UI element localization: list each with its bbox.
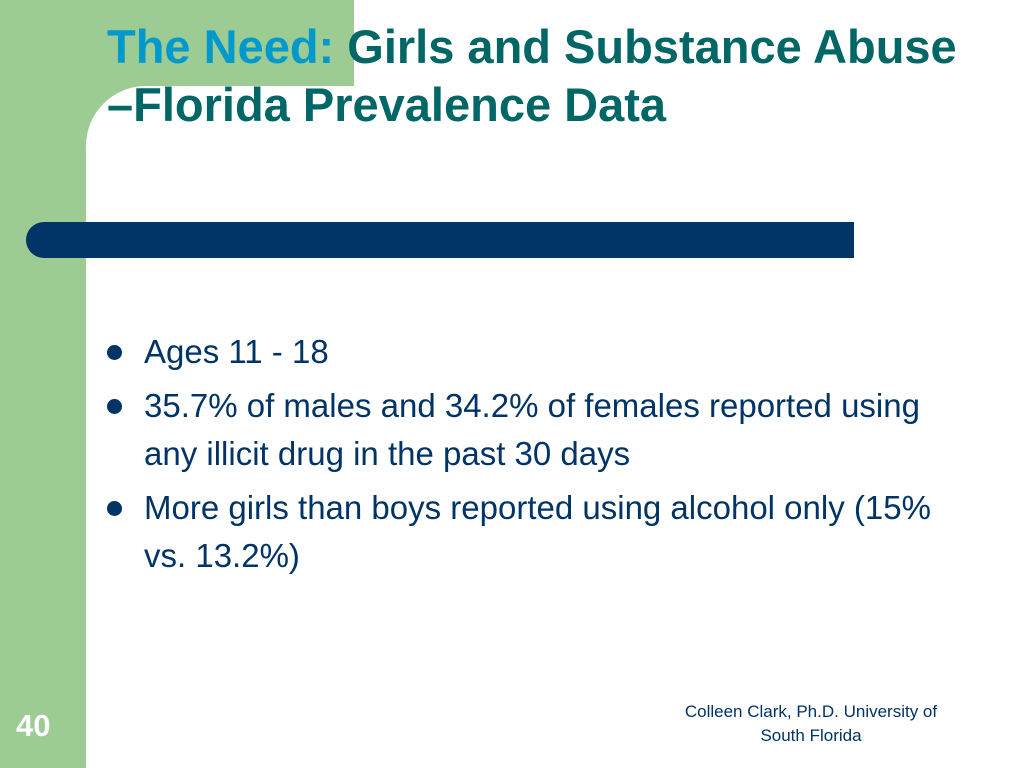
bullet-item: 35.7% of males and 34.2% of females repo… (104, 382, 944, 478)
left-accent-band (0, 0, 86, 768)
bullet-text: More girls than boys reported using alco… (144, 489, 931, 574)
slide-title: The Need: Girls and Substance Abuse –Flo… (107, 18, 987, 134)
bullet-dot-icon (107, 399, 122, 414)
footer-line-1: Colleen Clark, Ph.D. University of (684, 702, 938, 721)
bullet-dot-icon (107, 501, 122, 516)
bullet-list: Ages 11 - 18 35.7% of males and 34.2% of… (104, 328, 944, 586)
footer-line-2: South Florida (760, 726, 862, 745)
bullet-dot-icon (107, 345, 122, 360)
bullet-text: Ages 11 - 18 (144, 333, 329, 370)
slide-title-rest: Girls and Substance Abuse –Florida Preva… (107, 20, 957, 131)
slide-number: 40 (16, 708, 51, 743)
title-divider-bar (26, 222, 854, 258)
bullet-item: More girls than boys reported using alco… (104, 484, 944, 580)
slide-title-lead: The Need: (107, 20, 335, 73)
bullet-text: 35.7% of males and 34.2% of females repo… (144, 387, 920, 472)
footer-credit: Colleen Clark, Ph.D. University of South… (650, 700, 972, 748)
top-accent-band (86, 0, 354, 86)
bullet-item: Ages 11 - 18 (104, 328, 944, 376)
